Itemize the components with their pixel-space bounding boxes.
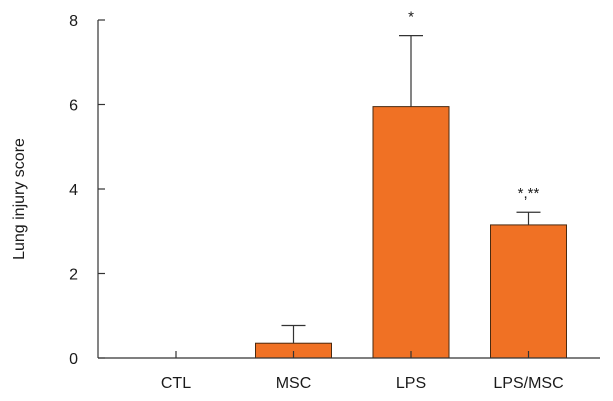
x-label-lps-msc: LPS/MSC	[493, 375, 563, 392]
y-tick-label-6: 6	[69, 98, 78, 115]
x-label-ctl: CTL	[161, 375, 191, 392]
annotation-lps-msc: *,**	[518, 185, 540, 202]
y-tick-label-8: 8	[69, 13, 78, 30]
x-label-msc: MSC	[276, 375, 312, 392]
x-labels-group: CTL MSC LPS LPS/MSC	[161, 351, 564, 392]
annotation-lps: *	[408, 9, 414, 26]
x-label-lps: LPS	[396, 375, 426, 392]
annotations-group: * *,**	[408, 9, 539, 203]
y-axis-title: Lung injury score	[11, 138, 28, 260]
bar-lps-msc	[490, 224, 567, 359]
error-bars-group	[281, 35, 541, 344]
y-ticks-group: 0 2 4 6 8	[69, 13, 105, 368]
y-tick-label-2: 2	[69, 267, 78, 284]
bars-group	[255, 106, 567, 359]
bar-lps	[372, 106, 450, 359]
y-tick-label-4: 4	[69, 182, 78, 199]
y-tick-label-0: 0	[69, 351, 78, 368]
